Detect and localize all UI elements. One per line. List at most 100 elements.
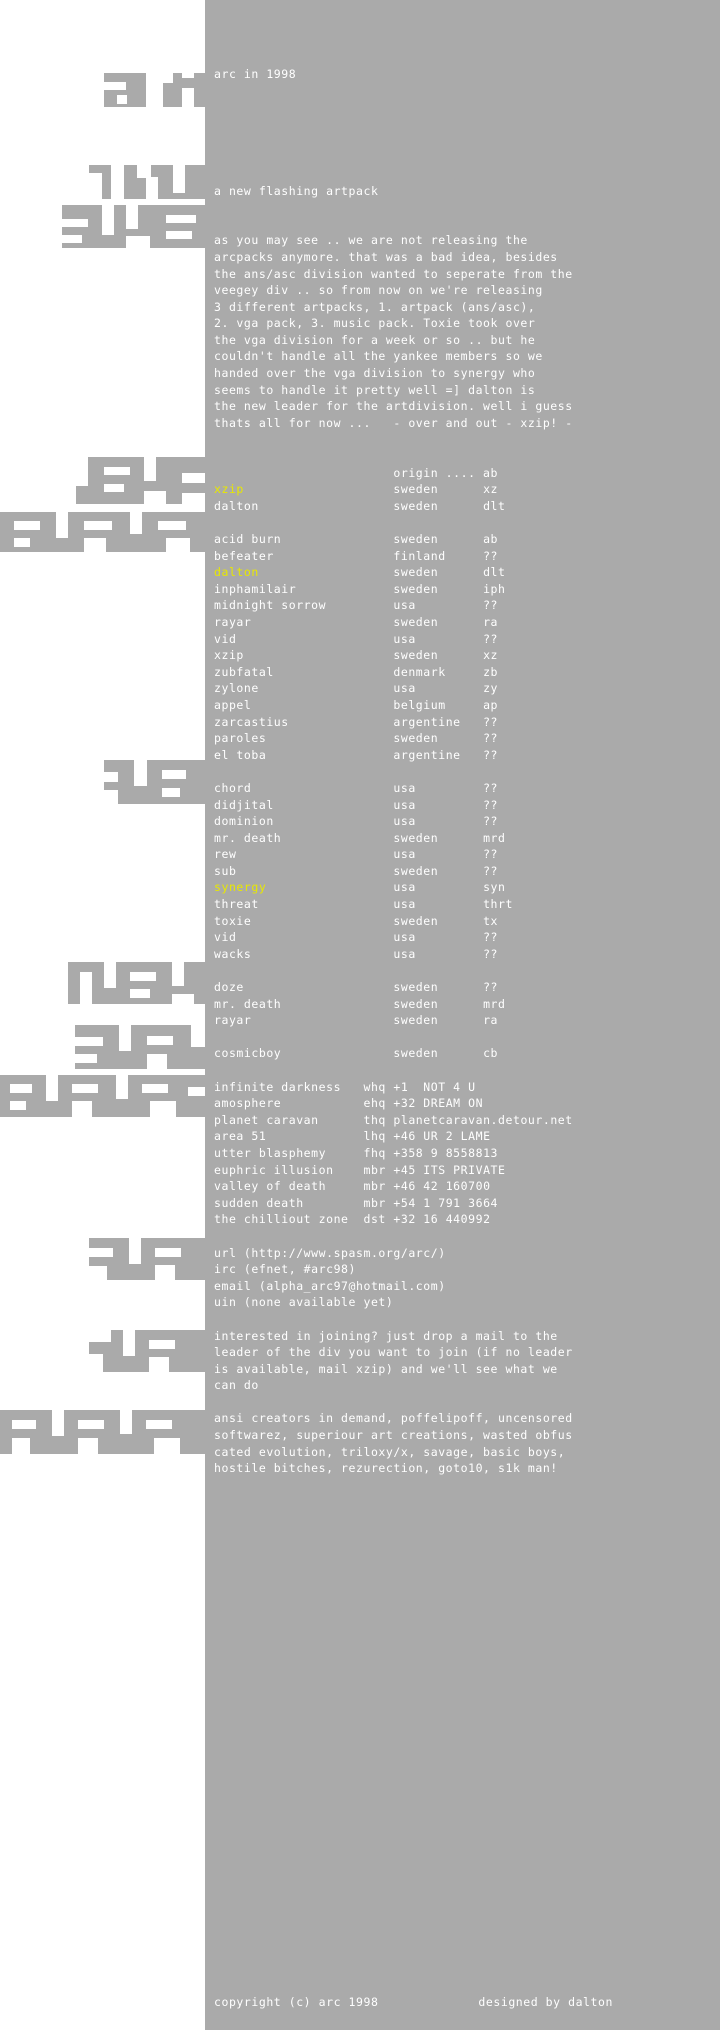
member-tag: ?? [483, 598, 499, 613]
member-name: el toba [214, 747, 394, 762]
spacer [214, 1062, 720, 1079]
member-name: zylone [214, 681, 394, 696]
board-row: euphric illusion mbr +45 ITS PRIVATE [214, 1162, 720, 1179]
member-name: chord [214, 780, 394, 795]
member-tag: mrd [483, 830, 506, 845]
member-tag: ?? [483, 980, 499, 995]
spacer [214, 0, 720, 17]
board-name: the chilliout zone [214, 1212, 364, 1227]
member-row: chord usa ?? [214, 780, 720, 797]
spacer [214, 199, 720, 216]
board-role: lhq [363, 1129, 394, 1144]
board-role: ehq [363, 1096, 394, 1111]
member-name: acid burn [214, 532, 394, 546]
spacer [214, 33, 720, 50]
spacer [214, 514, 720, 531]
member-name: mr. death [214, 996, 394, 1011]
member-origin: denmark [393, 664, 484, 679]
greets-line: softwarez, superiour art creations, wast… [214, 1428, 573, 1443]
member-origin: argentine [393, 747, 484, 762]
member-row: dominion usa ?? [214, 813, 720, 830]
member-tag: ?? [483, 780, 499, 795]
member-tag: xz [483, 648, 499, 663]
member-tag: xz [483, 482, 499, 497]
member-tag: thrt [483, 897, 513, 912]
member-name: didjital [214, 797, 394, 812]
member-name: dalton [214, 565, 394, 580]
logo-ansi [0, 512, 205, 552]
member-name: inphamilair [214, 581, 394, 596]
news-line: arcpacks anymore. that was a bad idea, b… [214, 249, 558, 264]
member-row: vid usa ?? [214, 631, 720, 648]
member-origin: usa [393, 847, 484, 862]
member-origin: usa [393, 681, 484, 696]
member-origin: sweden [393, 731, 484, 746]
board-role: thq [363, 1112, 394, 1127]
member-origin: sweden [393, 648, 484, 663]
board-number: +358 9 8558813 [393, 1145, 499, 1160]
member-tag: tx [483, 913, 499, 928]
board-number: +46 42 160700 [393, 1179, 491, 1194]
board-number: +54 1 791 3664 [393, 1195, 499, 1210]
spacer [214, 431, 720, 448]
member-row: synergy usa syn [214, 879, 720, 896]
board-number: +32 DREAM ON [393, 1096, 484, 1111]
board-row: area 51 lhq +46 UR 2 LAME [214, 1128, 720, 1145]
member-tag: ab [483, 532, 499, 546]
spacer [214, 166, 720, 183]
board-row: the chilliout zone dst +32 16 440992 [214, 1211, 720, 1228]
board-name: infinite darkness [214, 1079, 364, 1094]
spacer [214, 50, 720, 67]
net-line: email (alpha_arc97@hotmail.com) [214, 1278, 446, 1293]
member-row: rayar sweden ra [214, 1012, 720, 1029]
board-number: planetcaravan.detour.net [393, 1112, 573, 1127]
text-column: arc in 1998 a new flashing artpack as yo… [214, 0, 720, 1477]
member-tag: ?? [483, 548, 499, 563]
logo-arc [104, 60, 209, 107]
member-row: rayar sweden ra [214, 614, 720, 631]
member-row: rew usa ?? [214, 846, 720, 863]
board-role: dst [363, 1212, 394, 1227]
member-tag: ?? [483, 797, 499, 812]
join-line: interested in joining? just drop a mail … [214, 1328, 558, 1343]
member-tag: ?? [483, 863, 499, 878]
footer-credit: designed by dalton [478, 1995, 613, 2009]
arc-tagline: arc in 1998 [214, 67, 297, 82]
board-row: planet caravan thq planetcaravan.detour.… [214, 1112, 720, 1129]
greets-line: hostile bitches, rezurection, goto10, s1… [214, 1461, 558, 1476]
spacer [214, 133, 720, 150]
member-origin: usa [393, 780, 484, 795]
member-row: wacks usa ?? [214, 946, 720, 963]
board-role: mbr [363, 1195, 394, 1210]
member-tag: ?? [483, 631, 499, 646]
member-tag: cb [483, 1046, 499, 1061]
spacer [214, 17, 720, 34]
member-row: inphamilair sweden iph [214, 581, 720, 598]
spacer [214, 763, 720, 780]
news-line: veegey div .. so from now on we're relea… [214, 283, 543, 298]
net-line: url (http://www.spasm.org/arc/) [214, 1245, 446, 1260]
spacer [214, 1029, 720, 1046]
member-origin: usa [393, 946, 484, 961]
board-row: utter blasphemy fhq +358 9 8558813 [214, 1145, 720, 1162]
member-origin: usa [393, 814, 484, 829]
member-row: mr. death sweden mrd [214, 830, 720, 847]
member-name: synergy [214, 880, 394, 895]
member-name: befeater [214, 548, 394, 563]
member-name: vid [214, 930, 394, 945]
board-name: area 51 [214, 1129, 364, 1144]
net-line: irc (efnet, #arc98) [214, 1262, 356, 1277]
member-row: befeater finland ?? [214, 548, 720, 565]
member-name: cosmicboy [214, 1046, 394, 1061]
blah-tagline: a new flashing artpack [214, 183, 379, 198]
member-origin: usa [393, 930, 484, 945]
join-line: can do [214, 1378, 259, 1393]
join-line: leader of the div you want to join (if n… [214, 1345, 573, 1360]
member-origin: sweden [393, 980, 484, 995]
board-number: +45 ITS PRIVATE [393, 1162, 506, 1177]
member-row: cosmicboy sweden cb [214, 1045, 720, 1062]
member-origin: usa [393, 880, 484, 895]
member-tag: ?? [483, 814, 499, 829]
member-tag: ap [483, 697, 499, 712]
